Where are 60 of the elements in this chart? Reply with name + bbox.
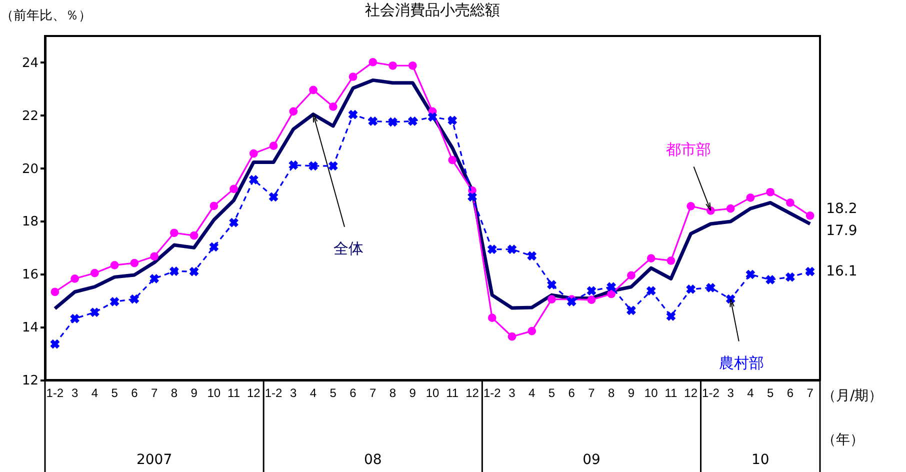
text: 都市部 [666,140,712,159]
x-tick-label: 11 [446,386,459,400]
x-tick-label: 5 [548,386,556,400]
x-tick-label: 9 [190,386,198,400]
x-tick-label: 12 [684,386,698,400]
x-tick-label: 12 [246,386,261,400]
text: 農村部 [719,354,764,372]
y-tick-label: 18 [22,214,38,230]
y-tick-label: 16 [22,268,38,283]
x-tick-label: 3 [290,386,298,400]
x-tick-label: 5 [330,386,337,400]
x-tick-label: 6 [350,386,357,400]
y-tick-label: 14 [22,320,38,336]
y-tick-label: 12 [22,374,38,388]
x-tick-label: 8 [170,386,178,400]
x-tick-label: 7 [150,386,158,400]
x-tick-label: 1-2 [483,386,502,400]
x-tick-label: 4 [310,386,317,400]
x-tick-label: 5 [766,386,774,400]
x-tick-label: 3 [71,386,78,400]
x-tick-label: 9 [409,386,416,400]
x-tick-label: 8 [608,386,615,400]
x-tick-label: 12 [466,386,480,400]
text: 09 [582,452,600,468]
chart-title: 社会消費品小売総額 [365,1,500,19]
text: （年） [822,432,864,448]
x-tick-label: 7 [806,386,814,400]
data-label: 16.1 [826,264,858,280]
x-tick-label: 4 [528,386,536,400]
x-tick-label: 3 [727,386,734,400]
y-tick-label: 24 [22,56,38,71]
x-tick-label: 11 [664,386,678,400]
text: 2007 [136,452,172,468]
x-axis-title: （月/期） [822,388,883,404]
y-axis-title: （前年比、％） [0,8,92,24]
x-tick-label: 6 [131,386,138,400]
x-tick-label: 6 [786,386,794,400]
x-tick-label: 4 [91,386,98,400]
y-tick-label: 20 [22,162,38,177]
text: 10 [751,452,770,468]
x-tick-label: 5 [111,386,118,400]
x-tick-label: 11 [228,386,240,400]
x-tick-label: 8 [389,386,396,400]
data-label: 18.2 [826,200,858,217]
x-tick-label: 1-2 [264,386,283,400]
x-tick-label: 6 [568,386,576,400]
x-tick-label: 1-2 [46,386,64,400]
data-label: 17.9 [826,222,858,239]
x-tick-label: 7 [588,386,596,400]
text: 08 [364,452,382,468]
x-tick-label: 9 [628,386,635,400]
x-tick-label: 1-2 [702,386,720,400]
text: 全体 [333,239,364,258]
x-tick-label: 7 [370,386,377,400]
x-tick-label: 10 [426,386,440,400]
x-tick-label: 3 [508,386,516,400]
y-tick-label: 22 [22,108,38,124]
x-tick-label: 10 [207,386,221,400]
x-tick-label: 4 [747,386,754,400]
x-tick-label: 10 [644,386,658,400]
